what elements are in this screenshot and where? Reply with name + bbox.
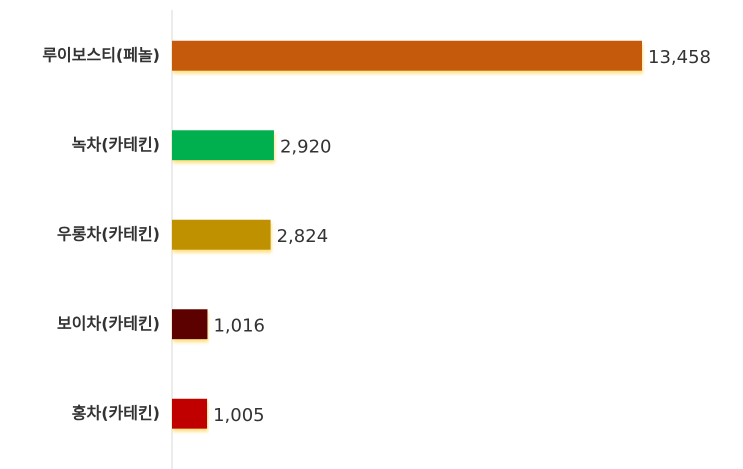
- category-label: 보이차(카테킨): [57, 314, 160, 333]
- value-label: 2,824: [277, 226, 329, 247]
- bar: [172, 40, 642, 71]
- category-label: 녹차(카테킨): [72, 135, 160, 154]
- category-label: 홍차(카테킨): [72, 403, 160, 422]
- value-label: 13,458: [648, 47, 711, 68]
- bar: [172, 130, 274, 161]
- value-label: 1,005: [213, 405, 265, 426]
- value-label: 2,920: [280, 136, 332, 157]
- bar: [172, 219, 271, 250]
- category-label: 우롱차(카테킨): [57, 224, 160, 243]
- value-label: 1,016: [213, 315, 265, 336]
- category-label: 루이보스티(페놀): [42, 45, 160, 64]
- bar: [172, 309, 208, 340]
- bar: [172, 398, 208, 429]
